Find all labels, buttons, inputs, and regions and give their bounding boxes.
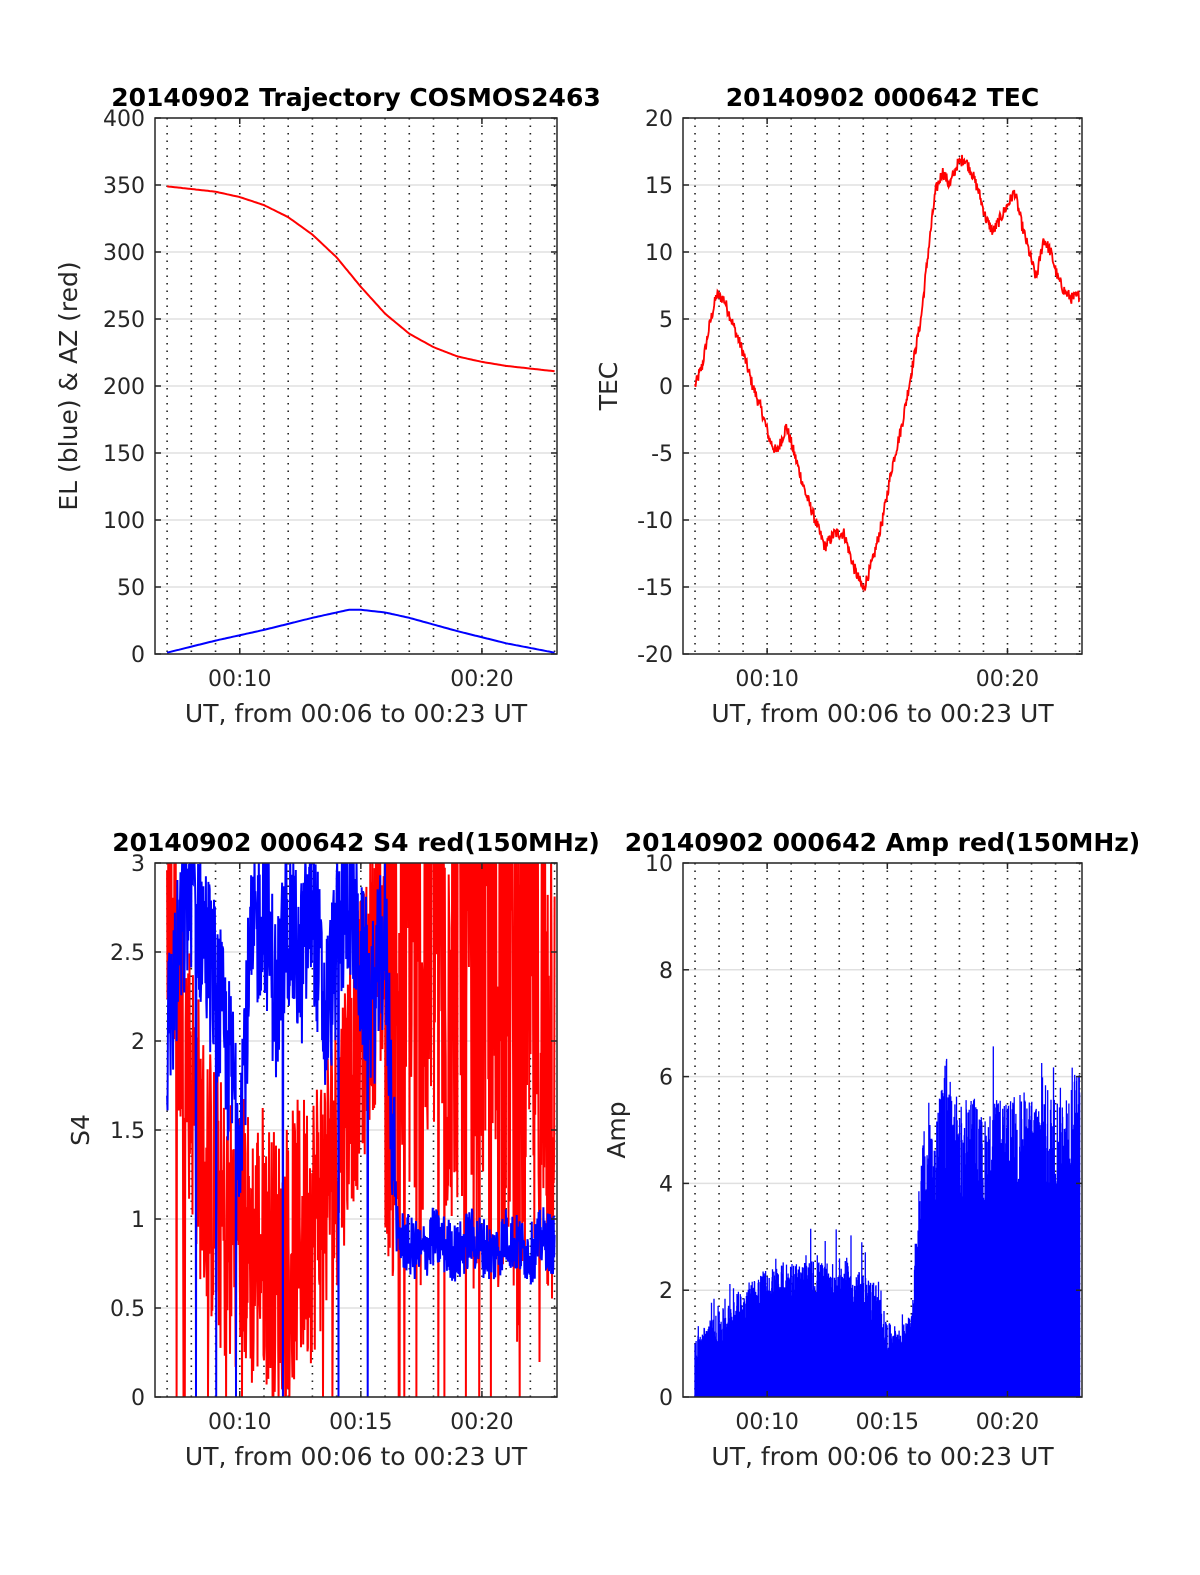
y-axis-label: TEC bbox=[594, 362, 623, 412]
panel-3: 0 0.5 1 1.5 2 2.5 3 00:10 00:15 00:20 20140902 000… bbox=[66, 828, 600, 1471]
panel-2: -20 -15 -10 -5 0 5 10 15 20 00:10 00:20 20140902 00… bbox=[594, 83, 1083, 728]
y-tick-label: -5 bbox=[651, 442, 673, 467]
y-tick-label: 6 bbox=[659, 1066, 673, 1091]
y-tick-label: 3 bbox=[131, 852, 145, 877]
x-axis-label: UT, from 00:06 to 00:23 UT bbox=[185, 1442, 528, 1471]
axes-box bbox=[682, 862, 1083, 1398]
x-tick-label: 00:20 bbox=[976, 1410, 1039, 1435]
y-tick-label: 8 bbox=[659, 959, 673, 984]
x-tick-label: 00:20 bbox=[450, 667, 513, 692]
x-tick-label: 00:10 bbox=[735, 1410, 798, 1435]
series-line-1 bbox=[166, 185, 555, 373]
y-tick-label: 20 bbox=[645, 107, 673, 132]
x-tick-label: 00:10 bbox=[208, 1410, 271, 1435]
y-tick-label: -20 bbox=[637, 643, 673, 668]
y-tick-label: 2 bbox=[659, 1279, 673, 1304]
y-tick-label: 1.5 bbox=[110, 1119, 145, 1144]
panel-1: 0 50 100 150 200 250 300 350 400 00:10 00:20 201409… bbox=[54, 83, 601, 728]
y-tick-label: 350 bbox=[103, 174, 145, 199]
y-tick-label: 0 bbox=[131, 1386, 145, 1411]
y-axis-label: EL (blue) & AZ (red) bbox=[54, 261, 83, 510]
y-tick-label: 0 bbox=[659, 375, 673, 400]
y-tick-label: 2.5 bbox=[110, 941, 145, 966]
y-tick-label: 150 bbox=[103, 442, 145, 467]
x-axis-label: UT, from 00:06 to 00:23 UT bbox=[711, 1442, 1054, 1471]
x-tick-label: 00:15 bbox=[856, 1410, 919, 1435]
series-line-2 bbox=[166, 608, 555, 654]
x-tick-label: 00:10 bbox=[735, 667, 798, 692]
series-line-1 bbox=[166, 863, 556, 1397]
y-tick-label: -10 bbox=[637, 509, 673, 534]
x-tick-label: 00:20 bbox=[450, 1410, 513, 1435]
y-tick-label: 200 bbox=[103, 375, 145, 400]
y-tick-label: 15 bbox=[645, 174, 673, 199]
y-tick-label: 0 bbox=[131, 643, 145, 668]
series-line-1 bbox=[694, 154, 1080, 593]
x-tick-label: 00:20 bbox=[976, 667, 1039, 692]
y-tick-label: 1 bbox=[131, 1208, 145, 1233]
x-tick-label: 00:10 bbox=[208, 667, 271, 692]
y-tick-label: 0.5 bbox=[110, 1297, 145, 1322]
y-tick-label: 100 bbox=[103, 509, 145, 534]
x-axis-label: UT, from 00:06 to 00:23 UT bbox=[185, 699, 528, 728]
y-tick-label: 5 bbox=[659, 308, 673, 333]
panel-4: 0 2 4 6 8 10 00:10 00:15 00:20 20140902 000642 Am… bbox=[602, 828, 1140, 1471]
plot-area bbox=[166, 863, 556, 1397]
y-tick-label: -15 bbox=[637, 576, 673, 601]
series-line-1 bbox=[694, 1046, 1081, 1397]
y-tick-label: 10 bbox=[645, 241, 673, 266]
y-tick-label: 0 bbox=[659, 1386, 673, 1411]
chart-title: 20140902 000642 TEC bbox=[726, 83, 1039, 112]
chart-title: 20140902 000642 Amp red(150MHz) bbox=[625, 828, 1141, 857]
y-tick-label: 300 bbox=[103, 241, 145, 266]
x-tick-label: 00:15 bbox=[329, 1410, 392, 1435]
y-tick-label: 50 bbox=[117, 576, 145, 601]
x-axis-label: UT, from 00:06 to 00:23 UT bbox=[711, 699, 1054, 728]
y-axis-label: S4 bbox=[66, 1114, 95, 1146]
series-line-2 bbox=[166, 863, 556, 1397]
chart-title: 20140902 000642 S4 red(150MHz) bbox=[112, 828, 600, 857]
y-tick-label: 4 bbox=[659, 1172, 673, 1197]
y-axis-label: Amp bbox=[602, 1101, 631, 1158]
y-tick-label: 250 bbox=[103, 308, 145, 333]
y-tick-label: 400 bbox=[103, 107, 145, 132]
plot-area bbox=[166, 185, 555, 654]
plot-area bbox=[694, 154, 1080, 593]
y-tick-label: 10 bbox=[645, 852, 673, 877]
chart-title: 20140902 Trajectory COSMOS2463 bbox=[111, 83, 601, 112]
plot-area bbox=[694, 1046, 1081, 1397]
y-tick-label: 2 bbox=[131, 1030, 145, 1055]
